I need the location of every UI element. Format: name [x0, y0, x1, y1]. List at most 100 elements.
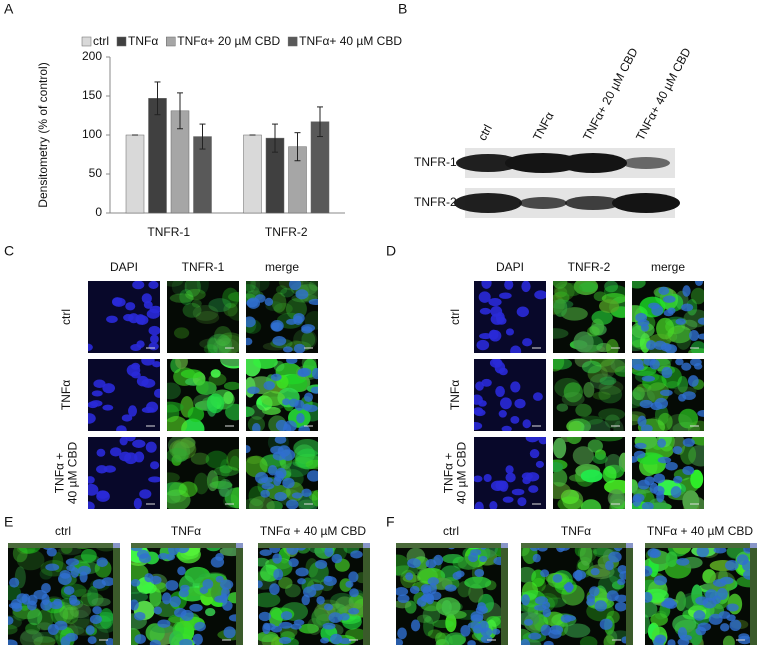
green-texture [557, 496, 583, 509]
nucleus [134, 611, 146, 621]
green-texture [280, 287, 294, 298]
legend-label: TNFα [128, 34, 158, 48]
nucleus [220, 579, 234, 590]
green-texture [680, 443, 697, 465]
nucleus [589, 586, 600, 597]
nucleus [742, 569, 750, 580]
x-tick-label: TNFR-2 [265, 225, 308, 239]
green-texture [579, 415, 603, 425]
green-texture [603, 285, 625, 298]
nucleus [45, 563, 60, 571]
micrograph [474, 437, 546, 509]
green-texture [604, 281, 619, 293]
nucleus [88, 483, 99, 496]
nucleus [634, 442, 647, 449]
nucleus [263, 623, 276, 631]
nucleus [345, 580, 354, 588]
top-strip [8, 543, 120, 548]
nucleus [215, 575, 224, 583]
side-strip [750, 543, 757, 645]
green-texture [273, 360, 285, 372]
top-strip [645, 543, 757, 548]
nucleus [675, 318, 686, 325]
green-texture [206, 393, 225, 414]
nucleus [614, 601, 626, 612]
nucleus [311, 367, 318, 380]
nucleus [134, 634, 146, 644]
nucleus [490, 480, 505, 492]
x-tick-label: TNFR-1 [147, 225, 190, 239]
nucleus [455, 570, 465, 578]
green-texture [192, 304, 219, 321]
green-texture [173, 327, 190, 339]
green-texture [276, 285, 288, 295]
column-label: TNFα [561, 524, 591, 538]
green-texture [293, 438, 318, 458]
green-texture [246, 406, 255, 418]
panel-letter: B [398, 1, 407, 17]
nucleus [96, 490, 110, 499]
nucleus [330, 633, 343, 645]
green-texture [587, 439, 603, 453]
nucleus [658, 286, 670, 295]
nucleus [460, 624, 471, 637]
green-texture [246, 281, 256, 293]
green-texture [307, 617, 322, 636]
row-label: TNFα [59, 380, 73, 410]
nucleus [397, 594, 410, 603]
nucleus [653, 637, 664, 645]
green-texture [579, 282, 598, 293]
nucleus [8, 639, 18, 645]
nucleus [476, 339, 490, 351]
legend-label: ctrl [93, 34, 109, 48]
nucleus [425, 558, 437, 569]
nucleus [65, 558, 80, 566]
nucleus [228, 614, 236, 622]
micrograph [88, 437, 160, 509]
y-tick-label: 150 [82, 88, 102, 102]
nucleus [675, 359, 684, 366]
nucleus [322, 622, 336, 630]
column-label: TNFR-1 [182, 260, 225, 274]
green-texture [206, 470, 219, 492]
nucleus [521, 472, 533, 480]
green-texture [194, 472, 209, 495]
green-texture [214, 326, 232, 346]
nucleus [146, 401, 159, 413]
nucleus [574, 569, 583, 582]
nucleus [288, 558, 299, 568]
nucleus [504, 281, 514, 290]
nucleus [323, 576, 337, 587]
green-texture [91, 597, 111, 607]
band [519, 197, 567, 209]
nucleus [637, 415, 647, 427]
green-texture [175, 359, 188, 369]
green-texture [278, 576, 293, 589]
nucleus [46, 547, 57, 557]
nucleus [657, 456, 672, 464]
green-texture [690, 287, 704, 305]
green-texture [722, 635, 735, 645]
green-texture [553, 359, 565, 372]
green-texture [225, 403, 239, 421]
nucleus [246, 445, 251, 453]
panel-letter: D [386, 243, 396, 259]
green-texture [190, 452, 210, 465]
nucleus [500, 397, 512, 410]
nucleus [540, 624, 552, 636]
green-texture [417, 614, 432, 623]
band [622, 157, 670, 169]
green-texture [591, 318, 605, 336]
nucleus [682, 438, 695, 447]
green-texture [205, 607, 216, 617]
nucleus [665, 461, 678, 471]
nucleus [645, 591, 653, 603]
nucleus [738, 633, 750, 641]
image-bg [167, 281, 239, 353]
band [505, 153, 581, 173]
green-texture [228, 291, 239, 302]
nucleus [96, 557, 108, 568]
nucleus [676, 558, 690, 566]
nucleus [278, 636, 292, 645]
nucleus [474, 569, 485, 578]
